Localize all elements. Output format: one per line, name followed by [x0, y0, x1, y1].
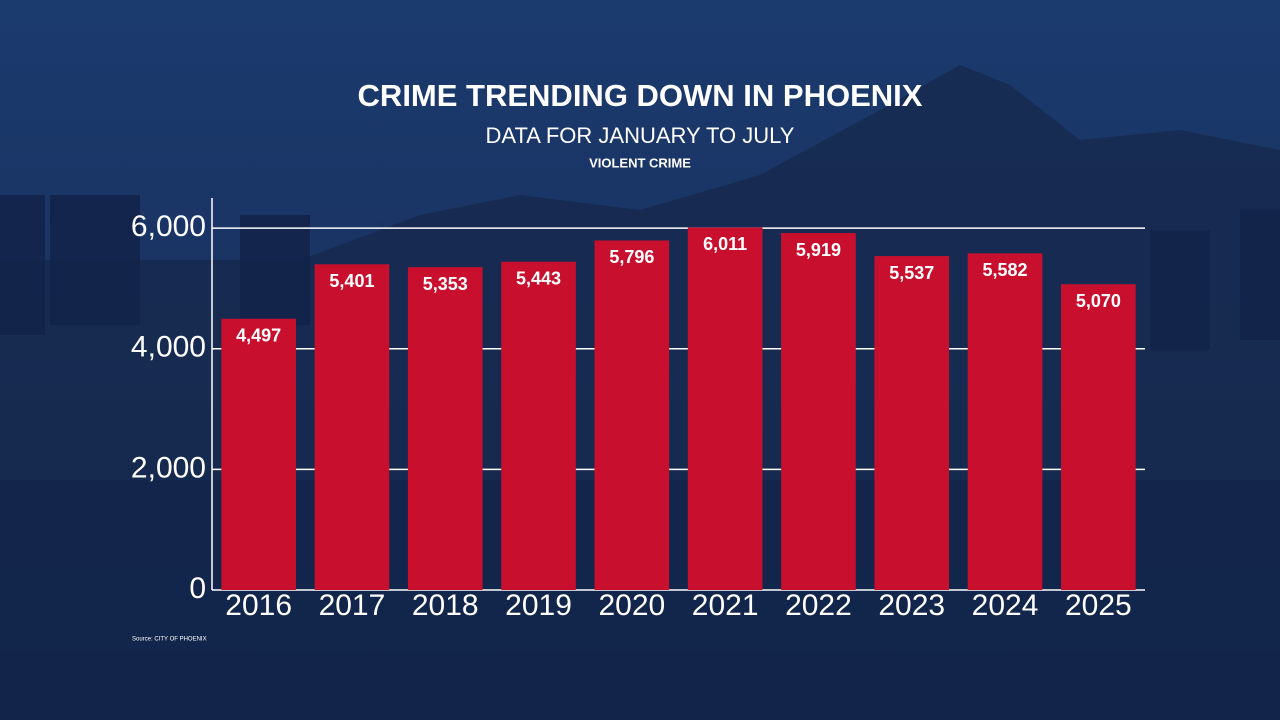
value-label: 5,796 [609, 247, 654, 267]
x-tick-label: 2020 [598, 589, 665, 622]
y-tick-label: 0 [189, 572, 206, 605]
bar [687, 227, 763, 590]
x-tick-label: 2018 [412, 589, 479, 622]
bar [874, 256, 950, 590]
value-label: 6,011 [703, 234, 747, 254]
bar [1061, 284, 1136, 590]
x-tick-label: 2022 [785, 589, 852, 622]
bar [407, 267, 483, 590]
y-tick-label: 4,000 [131, 331, 206, 364]
value-label: 4,497 [236, 326, 281, 346]
x-tick-label: 2019 [505, 589, 572, 622]
x-tick-label: 2025 [1065, 589, 1132, 622]
bar [221, 318, 296, 590]
value-label: 5,401 [329, 271, 374, 291]
source-note: Source: CITY OF PHOENIX [132, 637, 207, 643]
bar [501, 261, 576, 590]
value-label: 5,353 [423, 274, 468, 294]
value-label: 5,070 [1076, 291, 1121, 311]
series-label: VIOLENT CRIME [589, 155, 691, 170]
value-label: 5,582 [983, 260, 1028, 280]
bar [781, 233, 856, 591]
bar [314, 264, 390, 590]
x-tick-label: 2021 [692, 589, 759, 622]
bar [594, 240, 670, 591]
x-tick-label: 2024 [972, 589, 1039, 622]
x-tick-label: 2023 [878, 589, 945, 622]
y-tick-label: 2,000 [131, 451, 206, 484]
x-tick-label: 2016 [225, 589, 292, 622]
chart-subtitle: DATA FOR JANUARY TO JULY [486, 123, 795, 148]
value-label: 5,537 [889, 263, 934, 283]
y-tick-label: 6,000 [131, 210, 206, 243]
chart-title: CRIME TRENDING DOWN IN PHOENIX [358, 78, 923, 113]
value-label: 5,443 [516, 268, 561, 288]
bar [967, 253, 1043, 590]
value-label: 5,919 [796, 240, 841, 260]
x-tick-label: 2017 [319, 589, 386, 622]
